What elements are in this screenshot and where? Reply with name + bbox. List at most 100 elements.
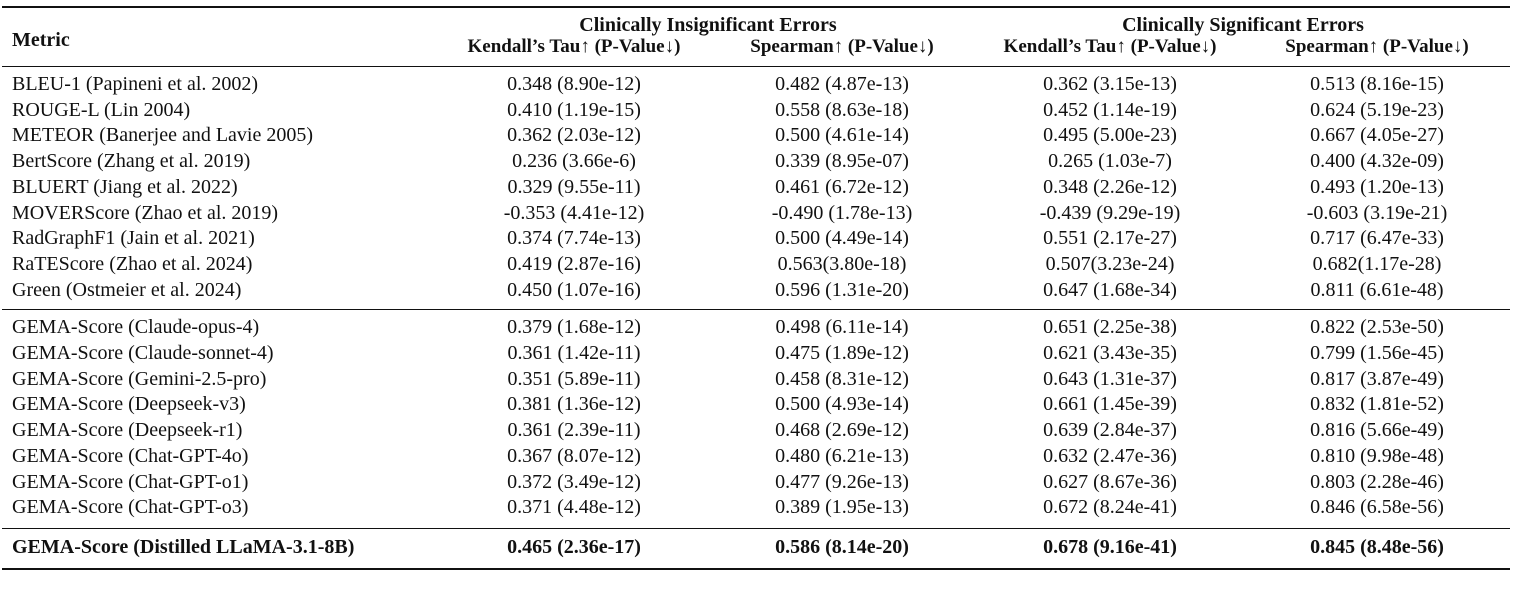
metric-name: GEMA-Score (Chat-GPT-4o) — [12, 444, 249, 467]
sig-kendall-value: 0.621 (3.43e-35) — [1043, 342, 1177, 365]
insig-spearman-value: 0.339 (8.95e-07) — [775, 150, 909, 173]
table-row: BLUERT (Jiang et al. 2022) 0.329 (9.55e-1… — [2, 175, 1510, 201]
insig-spearman-value: 0.500 (4.61e-14) — [775, 124, 909, 147]
sig-spearman-value: 0.810 (9.98e-48) — [1310, 444, 1444, 467]
insig-kendall-value: 0.381 (1.36e-12) — [507, 393, 641, 416]
insig-spearman-value: 0.586 (8.14e-20) — [775, 535, 909, 558]
metric-name: Green (Ostmeier et al. 2024) — [12, 278, 242, 301]
sig-spearman-value: 0.667 (4.05e-27) — [1310, 124, 1444, 147]
table-row: Green (Ostmeier et al. 2024) 0.450 (1.07e… — [2, 278, 1510, 310]
insig-spearman-value: 0.468 (2.69e-12) — [775, 419, 909, 442]
sig-spearman-value: 0.624 (5.19e-23) — [1310, 98, 1444, 121]
subheader-sig-spearman: Spearman↑ (P-Value↓) — [1285, 36, 1469, 57]
sig-spearman-value: 0.811 (6.61e-48) — [1310, 278, 1444, 301]
metric-name: GEMA-Score (Claude-sonnet-4) — [12, 342, 274, 365]
insig-kendall-value: -0.353 (4.41e-12) — [503, 201, 645, 224]
insig-kendall-value: 0.351 (5.89e-11) — [507, 367, 641, 390]
gema-metrics-group: GEMA-Score (Claude-opus-4) 0.379 (1.68e-1… — [2, 309, 1511, 529]
insig-kendall-value: 0.465 (2.36e-17) — [507, 535, 641, 558]
insig-kendall-value: 0.329 (9.55e-11) — [507, 175, 641, 198]
insig-spearman-value: 0.458 (8.31e-12) — [775, 367, 909, 390]
metric-name: GEMA-Score (Gemini-2.5-pro) — [12, 367, 267, 390]
insig-spearman-value: 0.389 (1.95e-13) — [775, 496, 909, 519]
sig-kendall-value: 0.265 (1.03e-7) — [1048, 150, 1172, 173]
table-row: RaTEScore (Zhao et al. 2024) 0.419 (2.87e… — [2, 252, 1510, 278]
metric-name: METEOR (Banerjee and Lavie 2005) — [12, 124, 314, 147]
insig-spearman-value: 0.482 (4.87e-13) — [775, 73, 909, 95]
table-row: RadGraphF1 (Jain et al. 2021) 0.374 (7.74… — [2, 226, 1510, 252]
insig-kendall-value: 0.450 (1.07e-16) — [507, 278, 641, 301]
metric-name: MOVERScore (Zhao et al. 2019) — [12, 201, 279, 224]
results-table: Metric Clinically Insignificant Errors C… — [2, 6, 1511, 570]
sig-kendall-value: 0.639 (2.84e-37) — [1043, 419, 1177, 442]
sig-kendall-value: 0.643 (1.31e-37) — [1043, 367, 1177, 390]
insig-spearman-value: 0.480 (6.21e-13) — [775, 444, 909, 467]
metric-column-header: Metric — [12, 29, 70, 51]
table-header: Metric Clinically Insignificant Errors C… — [2, 7, 1511, 67]
insig-spearman-value: 0.500 (4.93e-14) — [775, 393, 909, 416]
insig-kendall-value: 0.419 (2.87e-16) — [507, 252, 641, 275]
sig-kendall-value: 0.362 (3.15e-13) — [1043, 73, 1177, 95]
insig-kendall-value: 0.371 (4.48e-12) — [507, 496, 641, 519]
insig-kendall-value: 0.348 (8.90e-12) — [507, 73, 641, 95]
subheader-sig-kendall: Kendall’s Tau↑ (P-Value↓) — [1003, 36, 1217, 57]
sig-spearman-value: 0.817 (3.87e-49) — [1310, 367, 1444, 390]
group-header-significant: Clinically Significant Errors — [1122, 14, 1364, 36]
insig-kendall-value: 0.236 (3.66e-6) — [512, 150, 636, 173]
header-subcolumn-row: Kendall’s Tau↑ (P-Value↓) Spearman↑ (P-V… — [2, 36, 1510, 67]
insig-spearman-value: 0.500 (4.49e-14) — [775, 227, 909, 250]
subheader-insig-kendall: Kendall’s Tau↑ (P-Value↓) — [467, 36, 681, 57]
insig-kendall-value: 0.362 (2.03e-12) — [507, 124, 641, 147]
insig-spearman-value: 0.563(3.80e-18) — [777, 252, 907, 275]
insig-spearman-value: -0.490 (1.78e-13) — [771, 201, 913, 224]
insig-spearman-value: 0.461 (6.72e-12) — [775, 175, 909, 198]
table-row: GEMA-Score (Deepseek-v3) 0.381 (1.36e-12)… — [2, 392, 1510, 418]
sig-kendall-value: 0.632 (2.47e-36) — [1043, 444, 1177, 467]
sig-spearman-value: 0.682(1.17e-28) — [1312, 252, 1442, 275]
metric-name: GEMA-Score (Deepseek-v3) — [12, 393, 246, 416]
table-row: GEMA-Score (Deepseek-r1) 0.361 (2.39e-11)… — [2, 418, 1510, 444]
sig-kendall-value: 0.627 (8.67e-36) — [1043, 470, 1177, 493]
sig-spearman-value: 0.832 (1.81e-52) — [1310, 393, 1444, 416]
metric-name: BLUERT (Jiang et al. 2022) — [12, 175, 238, 198]
table-row: GEMA-Score (Claude-sonnet-4) 0.361 (1.42e… — [2, 341, 1510, 367]
insig-kendall-value: 0.367 (8.07e-12) — [507, 444, 641, 467]
insig-spearman-value: 0.558 (8.63e-18) — [775, 98, 909, 121]
sig-spearman-value: 0.717 (6.47e-33) — [1310, 227, 1444, 250]
insig-spearman-value: 0.596 (1.31e-20) — [775, 278, 909, 301]
sig-spearman-value: 0.400 (4.32e-09) — [1310, 150, 1444, 173]
table-row: METEOR (Banerjee and Lavie 2005) 0.362 (2… — [2, 123, 1510, 149]
sig-kendall-value: 0.348 (2.26e-12) — [1043, 175, 1177, 198]
table-row: BLEU-1 (Papineni et al. 2002) 0.348 (8.90… — [2, 67, 1510, 98]
insig-kendall-value: 0.410 (1.19e-15) — [507, 98, 641, 121]
sig-spearman-value: -0.603 (3.19e-21) — [1306, 201, 1448, 224]
sig-spearman-value: 0.803 (2.28e-46) — [1310, 470, 1444, 493]
sig-kendall-value: 0.495 (5.00e-23) — [1043, 124, 1177, 147]
sig-kendall-value: 0.452 (1.14e-19) — [1043, 98, 1177, 121]
metric-name: GEMA-Score (Distilled LLaMA-3.1-8B) — [12, 535, 355, 558]
sig-kendall-value: 0.678 (9.16e-41) — [1043, 535, 1177, 558]
subheader-insig-spearman: Spearman↑ (P-Value↓) — [750, 36, 934, 57]
metric-name: GEMA-Score (Deepseek-r1) — [12, 419, 243, 442]
insig-spearman-value: 0.498 (6.11e-14) — [775, 316, 909, 339]
sig-kendall-value: 0.507(3.23e-24) — [1045, 252, 1175, 275]
metric-name: RaTEScore (Zhao et al. 2024) — [12, 252, 253, 275]
sig-kendall-value: 0.647 (1.68e-34) — [1043, 278, 1177, 301]
results-table-container: Metric Clinically Insignificant Errors C… — [2, 6, 1511, 570]
sig-spearman-value: 0.816 (5.66e-49) — [1310, 419, 1444, 442]
insig-kendall-value: 0.379 (1.68e-12) — [507, 316, 641, 339]
table-row: ROUGE-L (Lin 2004) 0.410 (1.19e-15) 0.558 … — [2, 98, 1510, 124]
sig-kendall-value: 0.672 (8.24e-41) — [1043, 496, 1177, 519]
insig-kendall-value: 0.372 (3.49e-12) — [507, 470, 641, 493]
table-row: GEMA-Score (Chat-GPT-o1) 0.372 (3.49e-12)… — [2, 470, 1510, 496]
metric-name: RadGraphF1 (Jain et al. 2021) — [12, 227, 255, 250]
sig-spearman-value: 0.846 (6.58e-56) — [1310, 496, 1444, 519]
sig-spearman-value: 0.845 (8.48e-56) — [1310, 535, 1444, 558]
metric-name: ROUGE-L (Lin 2004) — [12, 98, 191, 121]
table-row: GEMA-Score (Claude-opus-4) 0.379 (1.68e-1… — [2, 310, 1510, 341]
sig-spearman-value: 0.799 (1.56e-45) — [1310, 342, 1444, 365]
group-header-insignificant: Clinically Insignificant Errors — [579, 14, 837, 36]
sig-spearman-value: 0.513 (8.16e-15) — [1310, 73, 1444, 95]
sig-spearman-value: 0.822 (2.53e-50) — [1310, 316, 1444, 339]
sig-kendall-value: -0.439 (9.29e-19) — [1039, 201, 1181, 224]
